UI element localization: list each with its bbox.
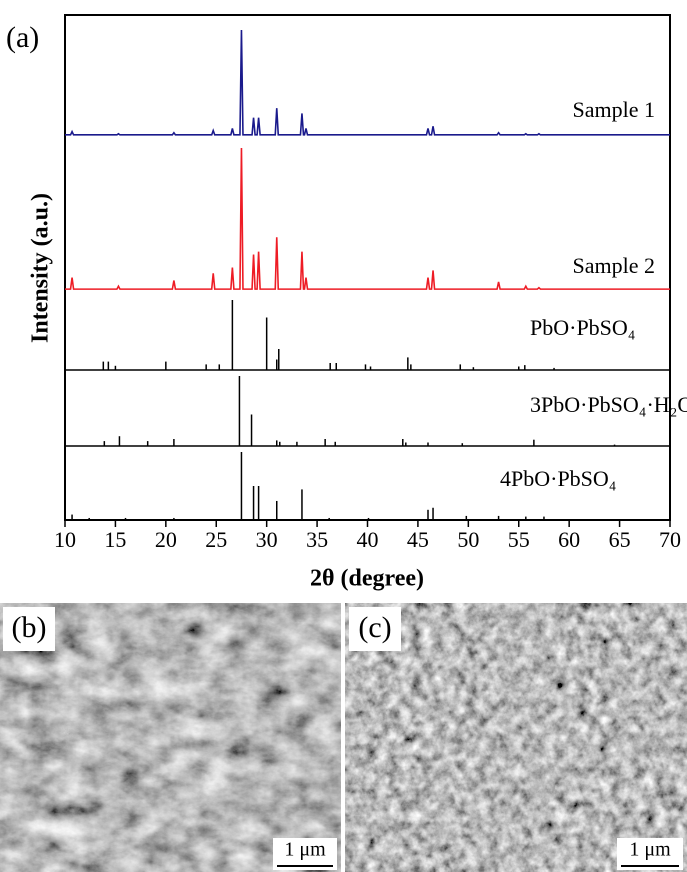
x-tick-label: 70 xyxy=(659,527,681,552)
x-tick-label: 40 xyxy=(357,527,379,552)
x-tick-label: 60 xyxy=(558,527,580,552)
scale-box xyxy=(273,838,337,870)
x-tick-label: 10 xyxy=(54,527,76,552)
sem-image-b: (b) 1 μm xyxy=(0,603,341,872)
x-tick-label: 65 xyxy=(609,527,631,552)
series-label: Sample 2 xyxy=(573,253,656,278)
series-label: 3PbO·PbSO₄·H₂O xyxy=(530,392,687,417)
x-tick-label: 50 xyxy=(457,527,479,552)
series-label: Sample 1 xyxy=(573,97,656,122)
x-tick-label: 20 xyxy=(155,527,177,552)
sem-image-c: (c) 1 μm xyxy=(345,603,687,872)
series-label: 4PbO·PbSO₄ xyxy=(500,466,616,491)
panel-label: (b) xyxy=(12,611,47,644)
x-tick-label: 15 xyxy=(104,527,126,552)
sem-texture xyxy=(0,603,341,872)
scale-label: 1 μm xyxy=(629,839,671,861)
xrd-pattern xyxy=(65,147,670,290)
xrd-pattern xyxy=(65,29,670,136)
scale-box xyxy=(617,838,683,870)
label-box xyxy=(3,607,55,651)
x-tick-label: 25 xyxy=(205,527,227,552)
sem-texture xyxy=(345,603,687,872)
panel-label: (a) xyxy=(6,21,39,54)
scale-label: 1 μm xyxy=(284,839,326,861)
panel-label: (c) xyxy=(358,611,391,644)
x-tick-label: 35 xyxy=(306,527,328,552)
x-axis-label: 2θ (degree) xyxy=(310,566,424,592)
y-axis-label: Intensity (a.u.) xyxy=(28,193,54,343)
label-box xyxy=(349,607,401,651)
x-tick-label: 55 xyxy=(508,527,530,552)
series-label: PbO·PbSO₄ xyxy=(530,315,635,340)
x-tick-label: 30 xyxy=(256,527,278,552)
x-tick-label: 45 xyxy=(407,527,429,552)
